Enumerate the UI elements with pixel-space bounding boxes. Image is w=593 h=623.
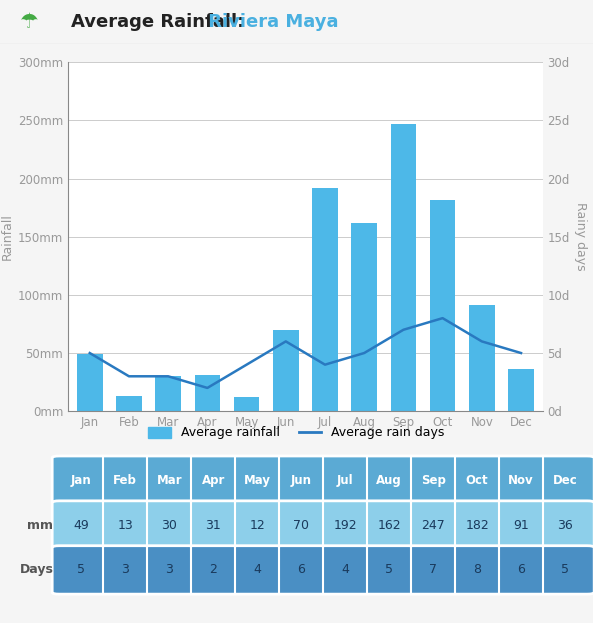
Legend: Average rainfall, Average rain days: Average rainfall, Average rain days xyxy=(144,422,449,444)
Text: Sep: Sep xyxy=(420,473,445,487)
Bar xyxy=(116,396,142,411)
Text: Dec: Dec xyxy=(553,473,578,487)
Text: Jan: Jan xyxy=(71,473,92,487)
Text: 3: 3 xyxy=(122,563,129,576)
Text: Apr: Apr xyxy=(202,473,225,487)
Text: ☂: ☂ xyxy=(20,12,39,32)
Bar xyxy=(391,124,416,411)
Text: 5: 5 xyxy=(385,563,393,576)
Text: Mar: Mar xyxy=(157,473,182,487)
Bar xyxy=(77,354,103,411)
Text: 247: 247 xyxy=(421,518,445,531)
Text: 192: 192 xyxy=(333,518,357,531)
Text: 31: 31 xyxy=(205,518,221,531)
Bar xyxy=(155,376,181,411)
Text: May: May xyxy=(244,473,271,487)
Text: 182: 182 xyxy=(466,518,489,531)
Text: Aug: Aug xyxy=(377,473,402,487)
Text: 49: 49 xyxy=(74,518,89,531)
Text: Days: Days xyxy=(20,563,53,576)
Text: 13: 13 xyxy=(117,518,133,531)
Text: 5: 5 xyxy=(77,563,85,576)
Text: 4: 4 xyxy=(253,563,261,576)
Y-axis label: Rainy days: Rainy days xyxy=(574,202,587,271)
Text: 36: 36 xyxy=(557,518,573,531)
Text: Jul: Jul xyxy=(337,473,353,487)
Text: 4: 4 xyxy=(341,563,349,576)
Text: 30: 30 xyxy=(161,518,177,531)
Text: Average Rainfall:: Average Rainfall: xyxy=(71,13,244,31)
Text: 3: 3 xyxy=(165,563,173,576)
Bar xyxy=(195,375,220,411)
Bar xyxy=(313,188,338,411)
FancyBboxPatch shape xyxy=(52,546,593,594)
Bar xyxy=(234,397,259,411)
Text: Feb: Feb xyxy=(113,473,137,487)
Text: Nov: Nov xyxy=(508,473,534,487)
Text: 7: 7 xyxy=(429,563,437,576)
FancyBboxPatch shape xyxy=(52,501,593,549)
Text: Riviera Maya: Riviera Maya xyxy=(202,13,338,31)
Text: 6: 6 xyxy=(297,563,305,576)
Text: 2: 2 xyxy=(209,563,217,576)
Text: 70: 70 xyxy=(293,518,309,531)
Bar xyxy=(273,330,298,411)
Text: 12: 12 xyxy=(249,518,265,531)
Text: 8: 8 xyxy=(473,563,481,576)
Text: Jun: Jun xyxy=(291,473,312,487)
FancyBboxPatch shape xyxy=(52,456,593,505)
Text: Oct: Oct xyxy=(466,473,489,487)
Y-axis label: Rainfall: Rainfall xyxy=(1,213,14,260)
Bar xyxy=(469,305,495,411)
Text: mm: mm xyxy=(27,518,53,531)
Bar xyxy=(508,369,534,411)
Text: 162: 162 xyxy=(377,518,401,531)
Bar xyxy=(430,199,455,411)
Text: 91: 91 xyxy=(513,518,529,531)
Text: 5: 5 xyxy=(561,563,569,576)
Text: 6: 6 xyxy=(517,563,525,576)
Bar xyxy=(352,223,377,411)
